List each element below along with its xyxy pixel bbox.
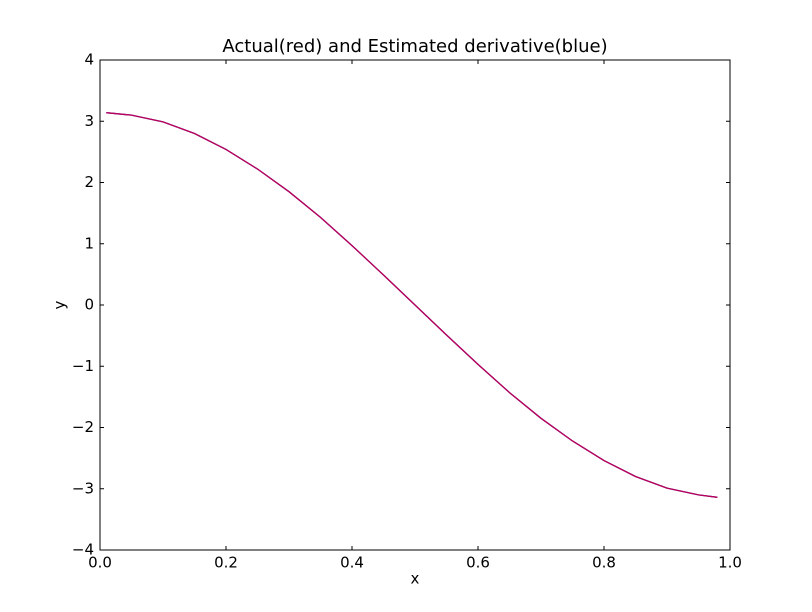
y-tick-label: −2 xyxy=(72,418,94,436)
y-tick-label: 1 xyxy=(84,234,94,252)
x-tick-label: 0.2 xyxy=(214,554,238,572)
y-tick-label: −3 xyxy=(72,479,94,497)
series-line xyxy=(106,112,718,498)
x-axis-label: x xyxy=(411,570,420,588)
x-tick-label: 1.0 xyxy=(718,554,742,572)
y-tick-label: −4 xyxy=(72,541,94,559)
x-tick-label: 0.0 xyxy=(88,554,112,572)
x-tick-label: 0.4 xyxy=(340,554,364,572)
y-tick-label: 3 xyxy=(84,112,94,130)
y-tick-label: 4 xyxy=(84,51,94,69)
y-tick-label: 2 xyxy=(84,173,94,191)
y-tick-label: −1 xyxy=(72,357,94,375)
chart-title: Actual(red) and Estimated derivative(blu… xyxy=(222,36,607,57)
x-tick-label: 0.6 xyxy=(466,554,490,572)
x-tick-label: 0.8 xyxy=(592,554,616,572)
y-tick-label: 0 xyxy=(84,296,94,314)
y-axis-label: y xyxy=(51,300,69,309)
